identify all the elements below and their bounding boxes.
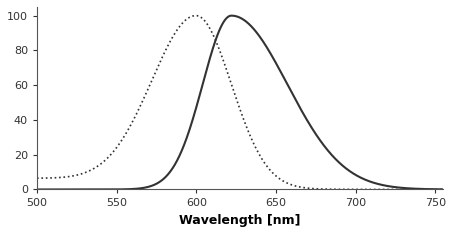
X-axis label: Wavelength [nm]: Wavelength [nm]	[179, 214, 301, 227]
